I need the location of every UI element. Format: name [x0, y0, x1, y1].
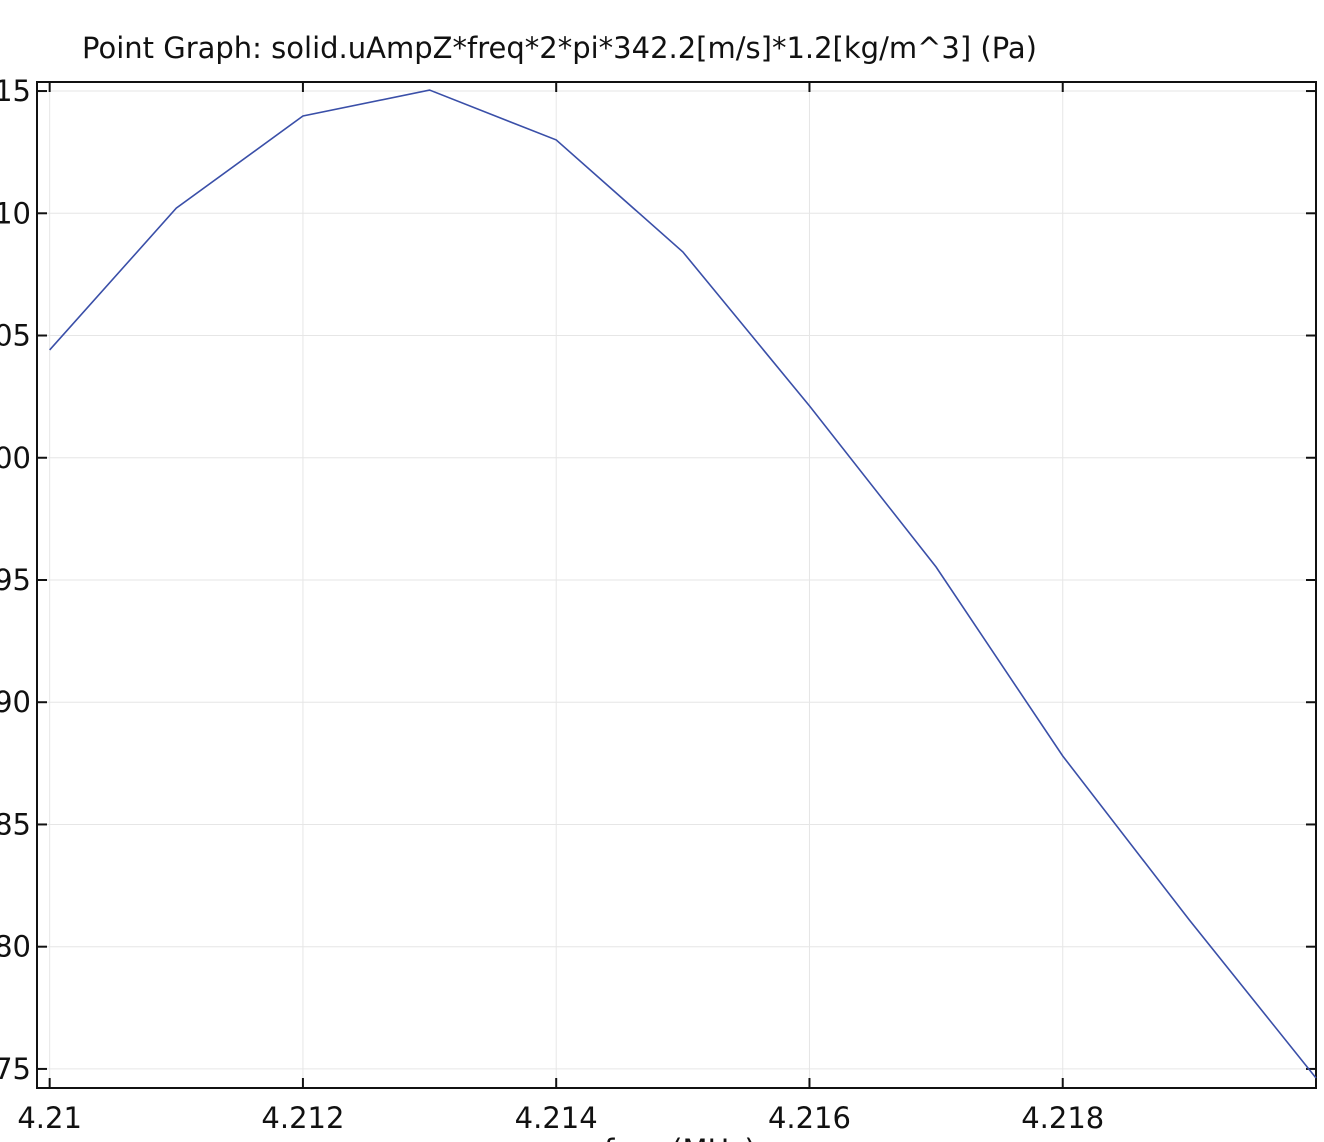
y-tick-label: 95	[0, 563, 31, 597]
x-tick-label: 4.212	[261, 1101, 344, 1135]
y-tick-label: 110	[0, 196, 31, 230]
y-tick-label: 100	[0, 441, 31, 475]
y-tick-label: 90	[0, 685, 31, 719]
y-tick-label: 105	[0, 319, 31, 353]
data-line	[49, 89, 1317, 1079]
y-tick-label: 115	[0, 74, 31, 108]
y-tick-label: 75	[0, 1052, 31, 1086]
x-tick-label: 4.218	[1021, 1101, 1104, 1135]
y-tick-label: 85	[0, 807, 31, 841]
chart-title: Point Graph: solid.uAmpZ*freq*2*pi*342.2…	[82, 31, 1037, 65]
x-axis-label: freq (MHz)	[604, 1133, 756, 1142]
y-tick-label: 80	[0, 930, 31, 964]
x-tick-label: 4.216	[768, 1101, 851, 1135]
x-tick-label: 4.21	[17, 1101, 82, 1135]
plot-frame	[36, 81, 1317, 1089]
x-tick-label: 4.214	[515, 1101, 598, 1135]
